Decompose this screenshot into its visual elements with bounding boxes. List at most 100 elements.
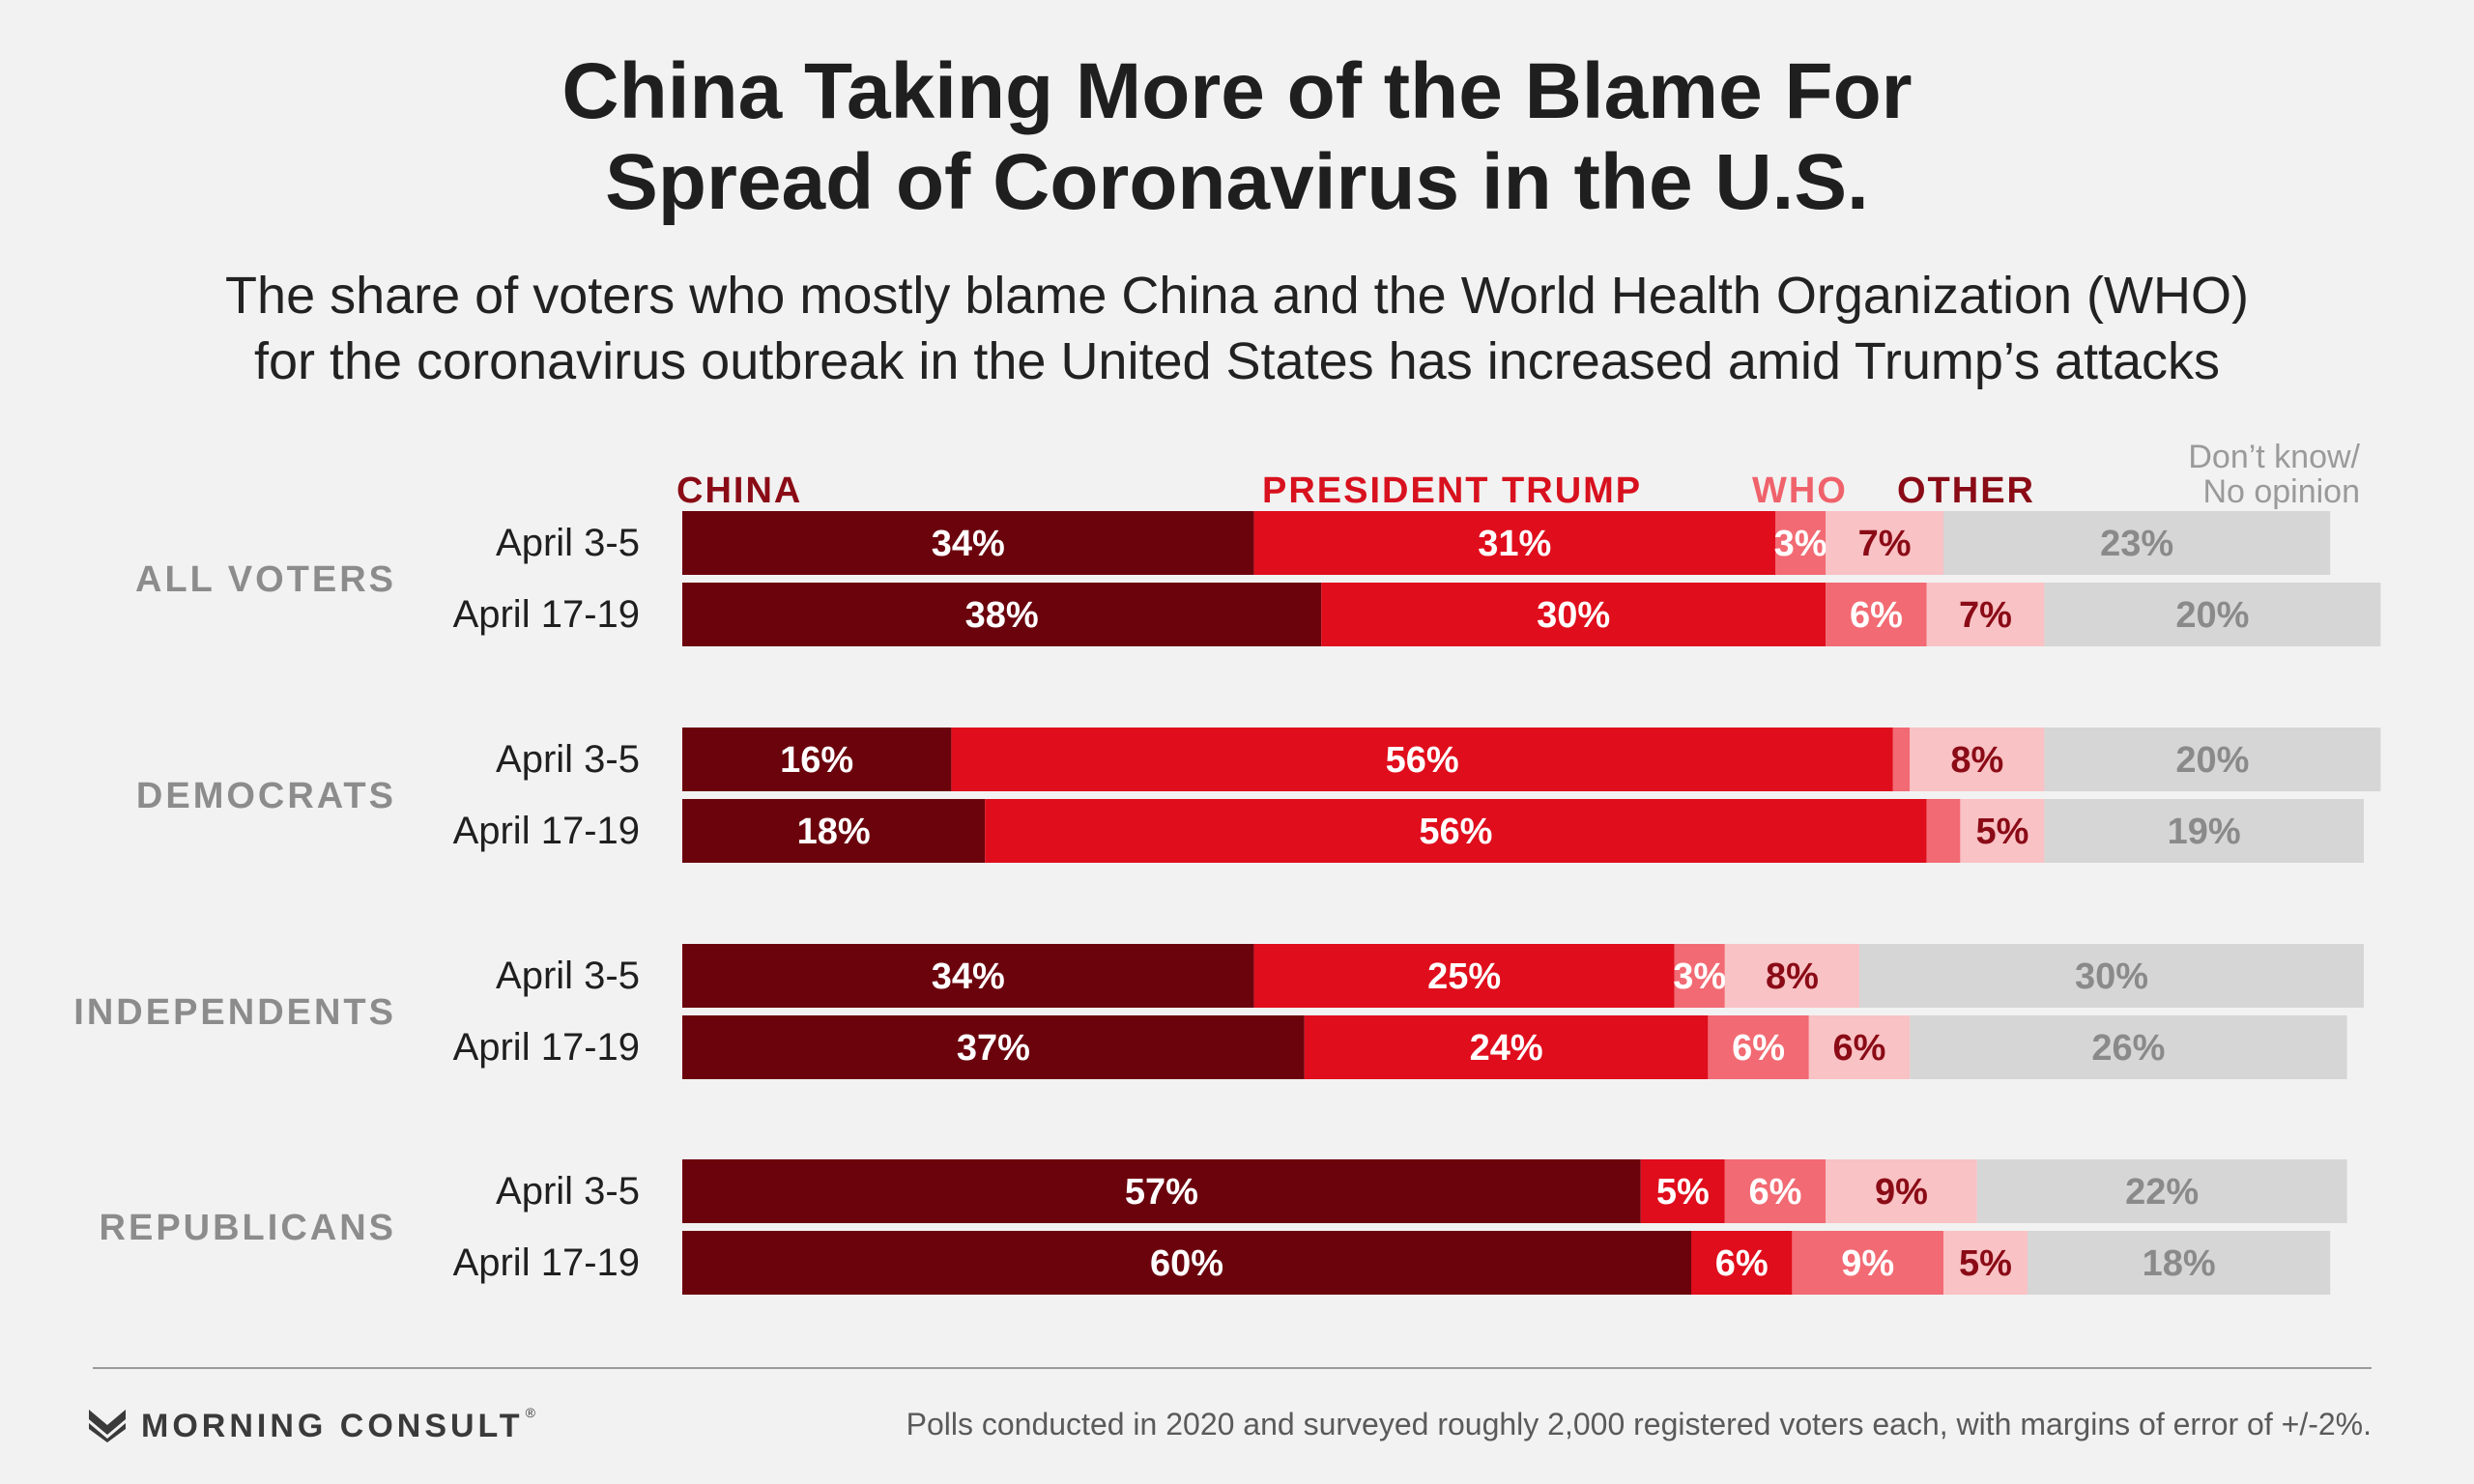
row-label: April 3-5: [496, 522, 640, 564]
bar-segment-who: [1674, 944, 1725, 1008]
data-label-other: 5%: [1975, 812, 2028, 852]
data-label-china: 37%: [957, 1028, 1030, 1069]
bar-segment-dont-know: [1943, 511, 2331, 575]
data-label-china: 38%: [965, 595, 1039, 636]
bar-segment-dont-know: [2028, 1231, 2331, 1295]
data-label-other: 6%: [1833, 1028, 1886, 1069]
legend-who: WHO: [1752, 471, 1848, 511]
data-label-dont-know: 26%: [2091, 1028, 2165, 1069]
data-label-who: 6%: [1732, 1028, 1785, 1069]
bar-segment-china: [682, 1231, 1691, 1295]
bar-segment-other: [1910, 728, 2045, 791]
data-label-trump: 5%: [1656, 1172, 1710, 1213]
bar-segment-dont-know: [2044, 583, 2381, 646]
bar-segment-china: [682, 728, 952, 791]
bar-segment-who: [1775, 511, 1827, 575]
bar-segment-other: [1960, 799, 2045, 863]
bar-segment-china: [682, 1159, 1641, 1223]
footer-divider: [93, 1367, 2372, 1369]
bar-segment-who: [1724, 1159, 1827, 1223]
group-label-independents: INDEPENDENTS: [73, 992, 396, 1033]
bar-segment-who: [1826, 583, 1927, 646]
bar-segment-trump: [1321, 583, 1827, 646]
bar-segment-who: [1926, 799, 1961, 863]
stacked-bar-chart: CHINA PRESIDENT TRUMP WHO OTHER Don’t know/N…: [73, 439, 2381, 1295]
data-label-trump: 56%: [1419, 812, 1492, 852]
bar-segment-dont-know: [1976, 1159, 2347, 1223]
bar-segment-other: [1826, 511, 1943, 575]
data-label-who: 3%: [1774, 524, 1827, 564]
legend-president-trump: PRESIDENT TRUMP: [1262, 471, 1642, 511]
footnote: Polls conducted in 2020 and surveyed rou…: [906, 1407, 2372, 1441]
chart-subtitle-line-2: for the coronavirus outbreak in the Unit…: [253, 332, 2221, 390]
data-label-other: 7%: [1959, 595, 2012, 636]
data-label-dont-know: 22%: [2125, 1172, 2199, 1213]
bar-segment-other: [1808, 1015, 1911, 1079]
data-label-trump: 56%: [1386, 740, 1459, 781]
group-label-republicans: REPUBLICANS: [100, 1208, 396, 1248]
group-label-all-voters: ALL VOTERS: [135, 559, 396, 600]
bar-segment-dont-know: [1910, 1015, 2347, 1079]
data-label-china: 34%: [932, 524, 1005, 564]
bar-segment-who: [1892, 728, 1911, 791]
group-label-democrats: DEMOCRATS: [136, 776, 396, 816]
data-label-china: 60%: [1150, 1243, 1223, 1284]
bar-segment-other: [1943, 1231, 2028, 1295]
legend-china: CHINA: [676, 471, 802, 511]
bar-segment-other: [1826, 1159, 1977, 1223]
legend-dont-know-line-1: Don’t know/: [2188, 439, 2360, 475]
chart-subtitle-line-1: The share of voters who mostly blame Chi…: [225, 267, 2249, 325]
data-label-other: 7%: [1858, 524, 1912, 564]
legend-dont-know-line-2: No opinion: [2202, 473, 2360, 510]
data-label-dont-know: 23%: [2100, 524, 2173, 564]
bar-segment-trump: [1691, 1231, 1793, 1295]
data-label-who: 6%: [1749, 1172, 1802, 1213]
data-label-china: 16%: [780, 740, 853, 781]
data-label-who: 3%: [1673, 956, 1726, 997]
chart-subtitle: The share of voters who mostly blame Chi…: [0, 263, 2474, 394]
row-label: April 17-19: [453, 1026, 640, 1069]
bar-segment-other: [1926, 583, 2045, 646]
legend-other: OTHER: [1897, 471, 2035, 511]
row-label: April 3-5: [496, 1170, 640, 1213]
data-label-who: 9%: [1841, 1243, 1894, 1284]
data-label-trump: 24%: [1470, 1028, 1543, 1069]
bar-segment-who: [1792, 1231, 1943, 1295]
bar-segment-trump: [1640, 1159, 1725, 1223]
bar-segment-china: [682, 583, 1322, 646]
brand-name: MORNING CONSULT: [141, 1407, 524, 1444]
data-label-other: 9%: [1875, 1172, 1928, 1213]
data-label-trump: 6%: [1715, 1243, 1769, 1284]
chart-title-line-1: China Taking More of the Blame For: [561, 47, 1913, 135]
data-label-dont-know: 20%: [2175, 595, 2249, 636]
bar-segment-china: [682, 1015, 1305, 1079]
chart-title: China Taking More of the Blame For Sprea…: [0, 46, 2474, 228]
bar-segment-china: [682, 944, 1254, 1008]
row-label: April 17-19: [453, 810, 640, 852]
bar-segment-china: [682, 511, 1254, 575]
data-label-dont-know: 20%: [2175, 740, 2249, 781]
bar-segment-china: [682, 799, 986, 863]
data-label-dont-know: 30%: [2075, 956, 2148, 997]
bar-segment-who: [1708, 1015, 1809, 1079]
data-label-who: 6%: [1850, 595, 1903, 636]
bar-segment-dont-know: [1859, 944, 2364, 1008]
row-label: April 3-5: [496, 738, 640, 781]
bar-segment-trump: [1304, 1015, 1709, 1079]
data-label-trump: 31%: [1478, 524, 1551, 564]
data-label-china: 57%: [1125, 1172, 1198, 1213]
row-label: April 17-19: [453, 1241, 640, 1284]
bar-segment-trump: [985, 799, 1927, 863]
data-label-dont-know: 19%: [2168, 812, 2241, 852]
data-label-dont-know: 18%: [2143, 1243, 2216, 1284]
brand-logo: MORNING CONSULT ®: [89, 1405, 535, 1447]
data-label-trump: 30%: [1537, 595, 1610, 636]
bar-segment-trump: [951, 728, 1893, 791]
brand-trademark: ®: [525, 1405, 535, 1420]
bar-segment-dont-know: [2044, 799, 2364, 863]
data-label-other: 5%: [1959, 1243, 2012, 1284]
morning-consult-logo-icon: [89, 1410, 126, 1442]
data-label-trump: 25%: [1427, 956, 1501, 997]
chart-title-line-2: Spread of Coronavirus in the U.S.: [605, 138, 1869, 226]
data-label-china: 18%: [797, 812, 871, 852]
